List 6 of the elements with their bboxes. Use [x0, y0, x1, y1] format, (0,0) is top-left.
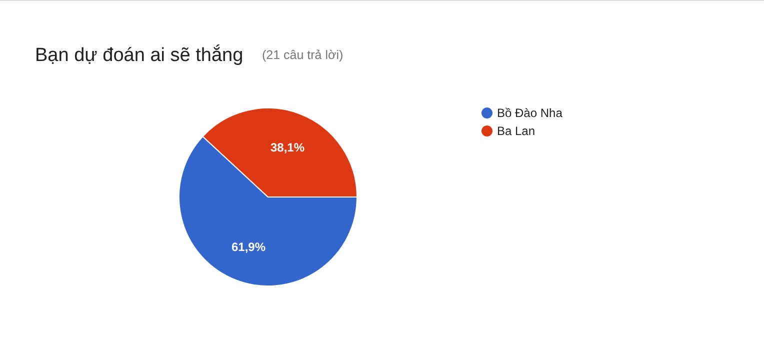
data-label: 61,9% [231, 240, 266, 254]
chart-subtitle: (21 câu trả lời) [262, 48, 344, 62]
chart-title: Bạn dự đoán ai sẽ thắng [35, 44, 244, 66]
legend-label: Ba Lan [497, 124, 536, 138]
data-label: 38,1% [270, 140, 305, 154]
legend-label: Bồ Đào Nha [497, 106, 563, 120]
